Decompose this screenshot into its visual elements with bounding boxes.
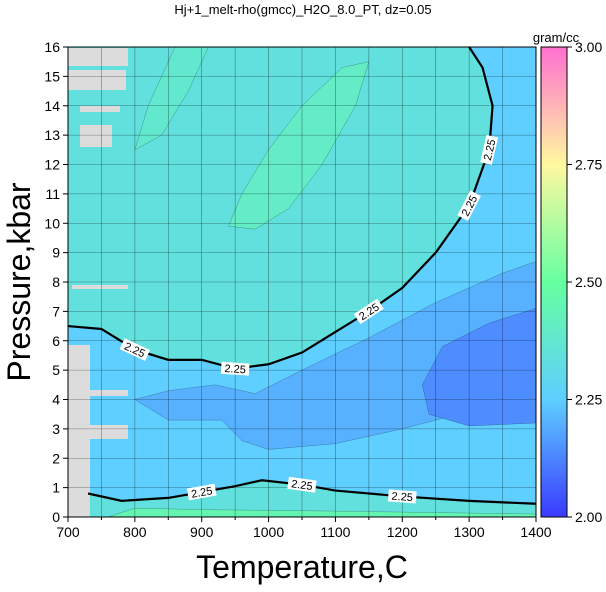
y-tick-label: 4: [52, 392, 60, 408]
contour-region: [422, 308, 536, 427]
y-tick-label: 1: [52, 480, 60, 496]
y-tick-label: 2: [52, 450, 60, 466]
contour-label-group: 2.25: [480, 134, 499, 165]
contour-line: [68, 47, 494, 370]
x-tick-label: 1300: [454, 524, 485, 540]
contour-label-group: 2.25: [220, 361, 250, 376]
chart-title: Hj+1_melt-rho(gmcc)_H2O_8.0_PT, dz=0.05: [174, 2, 431, 17]
contour-label-box: [457, 190, 481, 221]
axes: 700 800 900 1000 1100 1200 1300 140001234567891…: [44, 39, 602, 540]
y-tick-label: 8: [52, 274, 60, 290]
contour-label: 2.25: [482, 138, 499, 162]
contour-label-box: [480, 134, 499, 165]
contour-region: [228, 61, 370, 230]
contour-label-box: [387, 489, 417, 504]
contour-label-box: [353, 298, 384, 325]
x-tick-label: 800: [123, 524, 147, 540]
colorbar-tick-label: 3.00: [575, 39, 602, 55]
y-tick-label: 5: [52, 362, 60, 378]
grid: [68, 47, 536, 517]
contour-lines: 2.252.252.252.252.252.25 2.252.25: [68, 47, 536, 505]
y-tick-label: 15: [44, 68, 60, 84]
contour-region: [108, 507, 536, 517]
contour-label-box: [287, 476, 317, 493]
x-tick-label: 1200: [387, 524, 418, 540]
filled-contours: [68, 47, 536, 517]
y-axis-label: Pressure,kbar: [1, 182, 37, 382]
x-tick-label: 1000: [253, 524, 284, 540]
colorbar-tick-label: 2.50: [575, 274, 602, 290]
x-tick-label: 1100: [320, 524, 350, 540]
contour-line: [87, 479, 536, 505]
x-tick-label: 700: [56, 524, 80, 540]
colorbar-label: gram/cc: [533, 30, 580, 45]
contour-label-group: 2.25: [287, 476, 317, 493]
y-tick-label: 12: [44, 157, 60, 173]
contour-label-box: [119, 338, 151, 361]
y-tick-label: 3: [52, 421, 60, 437]
y-tick-label: 16: [44, 39, 60, 55]
colorbar: [540, 46, 568, 518]
y-tick-label: 0: [52, 509, 60, 525]
contour-label: 2.25: [224, 363, 246, 376]
y-tick-label: 7: [52, 303, 60, 319]
contour-label: 2.25: [190, 485, 213, 501]
colorbar-tick-label: 2.00: [575, 509, 602, 525]
colorbar-tick-label: 2.75: [575, 157, 602, 173]
contour-label-group: 2.25: [186, 483, 217, 501]
contour-label-box: [220, 361, 250, 376]
x-tick-label: 1400: [520, 524, 551, 540]
contour-label-group: 2.25: [387, 489, 417, 505]
contour-label: 2.25: [391, 491, 413, 505]
colorbar-tick-label: 2.25: [575, 392, 602, 408]
y-tick-label: 10: [44, 215, 60, 231]
contour-label-box: [186, 483, 217, 501]
y-tick-label: 13: [44, 127, 60, 143]
x-tick-label: 900: [190, 524, 214, 540]
no-data-area: [68, 48, 128, 517]
y-tick-label: 14: [44, 98, 60, 114]
y-tick-label: 9: [52, 245, 60, 261]
y-tick-label: 6: [52, 333, 60, 349]
contour-label: 2.25: [290, 478, 313, 493]
x-axis-label: Temperature,C: [196, 549, 408, 585]
y-tick-label: 11: [45, 186, 60, 202]
contour-region: [134, 47, 209, 151]
